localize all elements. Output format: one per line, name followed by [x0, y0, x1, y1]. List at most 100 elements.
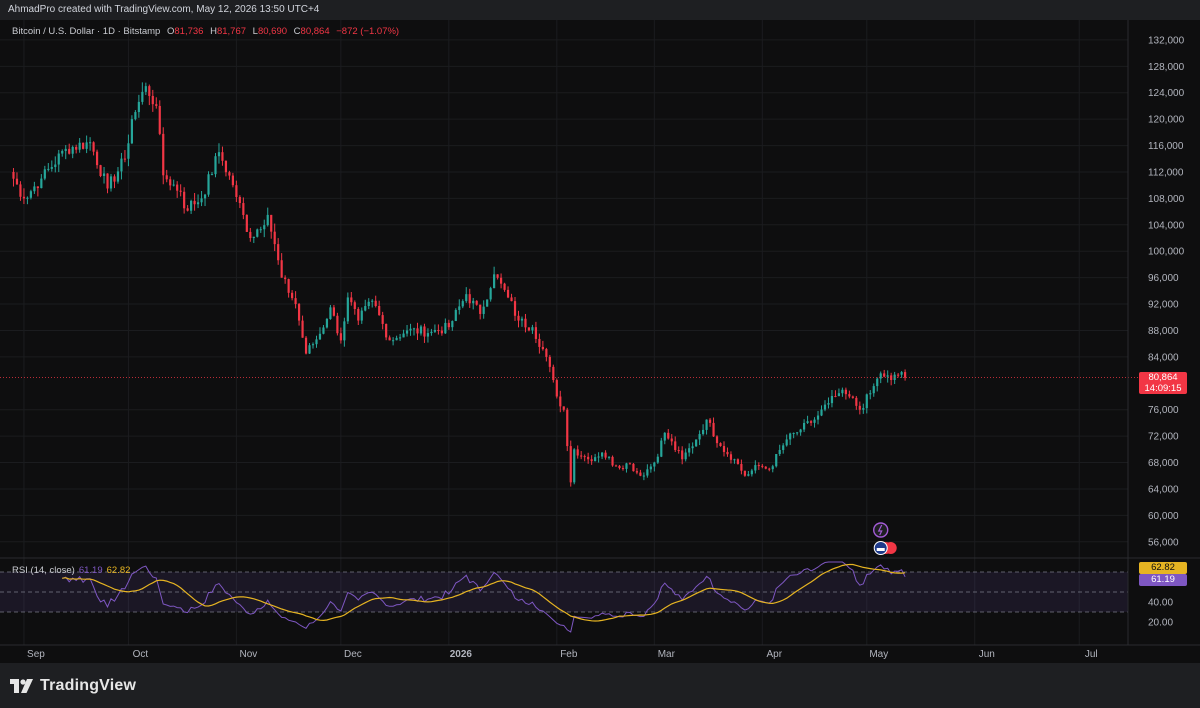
candle-body [200, 198, 203, 203]
price-tick-label: 128,000 [1148, 62, 1185, 73]
candle-body [600, 452, 604, 457]
candle-body [106, 173, 109, 189]
candle-body [409, 328, 412, 331]
candle-body [573, 449, 576, 483]
candle-body [520, 318, 524, 321]
candle-body [130, 119, 134, 144]
candle-body [834, 395, 837, 397]
candle-body [587, 456, 590, 460]
candle-body [782, 445, 785, 450]
price-tick-label: 84,000 [1148, 352, 1179, 363]
candle-body [548, 356, 551, 367]
candle-body [155, 104, 158, 106]
candle-body [392, 340, 395, 342]
event-markers[interactable] [873, 522, 897, 555]
candle-body [412, 328, 416, 330]
candle-body [674, 441, 677, 451]
last-price-badge: 80,864 14:09:15 [1139, 372, 1187, 394]
candle-body [398, 337, 402, 339]
candle-body [71, 147, 74, 154]
candle-body [531, 327, 534, 331]
candle-body [231, 175, 235, 186]
candle-body [701, 429, 705, 435]
top-frame: AhmadPro created with TradingView.com, M… [0, 0, 1200, 20]
candle-body [385, 323, 388, 338]
candle-body [364, 306, 367, 311]
candle-body [844, 389, 847, 395]
tradingview-logo[interactable]: TradingView [10, 677, 136, 695]
candle-body [141, 91, 144, 102]
candle-body [503, 283, 506, 290]
candle-body [291, 292, 294, 299]
axes: 132,000 128,000 124,000 120,000 116,000 112,0… [0, 20, 1200, 660]
candle-body [19, 184, 22, 197]
price-tick-label: 120,000 [1148, 115, 1185, 126]
candle-body [29, 191, 32, 198]
time-tick-label: Sep [27, 649, 45, 660]
candle-body [506, 289, 510, 298]
candle-body [381, 315, 384, 324]
candle-body [165, 175, 168, 180]
candle-body [224, 160, 228, 173]
candle-body [273, 231, 276, 245]
candle-body [263, 225, 266, 230]
rsi-legend[interactable]: RSI (14, close) 61.19 62.82 [12, 565, 130, 576]
candle-body [85, 142, 88, 149]
rsi-tick-label: 40.00 [1148, 598, 1173, 609]
chart-canvas[interactable]: 132,000 128,000 124,000 120,000 116,000 112,0… [0, 20, 1200, 663]
candle-body [252, 236, 255, 239]
candle-body [809, 421, 813, 423]
candle-body [858, 405, 861, 410]
candle-body [607, 456, 611, 458]
candle-body [897, 374, 900, 376]
symbol-legend[interactable]: Bitcoin / U.S. Dollar · 1D · Bitstamp O8… [12, 26, 399, 37]
rsi-tick-label: 20.00 [1148, 618, 1173, 629]
candle-body [40, 178, 43, 189]
candle-body [12, 171, 15, 179]
candle-body [190, 200, 193, 211]
candle-body [371, 300, 374, 302]
candle-body [47, 168, 50, 170]
candle-body [266, 214, 269, 226]
candle-body [440, 330, 443, 334]
rsi-ma-badge: 62.82 [1139, 562, 1187, 574]
candle-body [486, 299, 489, 307]
candle-body [256, 229, 259, 237]
candle-body [322, 327, 325, 334]
candle-body [116, 171, 120, 182]
candle-body [186, 208, 189, 211]
candle-body [151, 95, 154, 105]
close-label: C [293, 26, 301, 37]
candle-body [36, 186, 39, 189]
chart-area[interactable]: 132,000 128,000 124,000 120,000 116,000 112,0… [0, 20, 1200, 663]
candle-body [545, 349, 548, 357]
candle-body [402, 333, 405, 338]
candle-body [538, 338, 541, 347]
candle-body [611, 456, 614, 466]
candle-body [879, 373, 882, 379]
candle-body [754, 465, 757, 471]
candle-body [228, 172, 231, 176]
price-tick-label: 124,000 [1148, 88, 1185, 99]
candle-body [458, 306, 461, 310]
candle-body [482, 306, 485, 314]
time-tick-label: Mar [658, 649, 676, 660]
candle-body [144, 86, 147, 92]
price-tick-label: 116,000 [1148, 141, 1184, 152]
candle-body [162, 133, 165, 176]
candle-body [757, 465, 760, 467]
candle-body [120, 158, 123, 172]
candle-body [172, 184, 175, 186]
candle-body [444, 322, 447, 334]
candle-body [559, 396, 562, 407]
candle-body [33, 186, 36, 192]
candle-body [684, 452, 687, 460]
candle-body [698, 434, 701, 440]
candle-body [15, 178, 19, 185]
close-value: 80,864 [300, 26, 330, 37]
candle-body [820, 409, 823, 416]
candle-body [552, 366, 555, 381]
candle-body [823, 404, 827, 410]
candle-body [360, 310, 363, 321]
candle-body [900, 372, 903, 375]
